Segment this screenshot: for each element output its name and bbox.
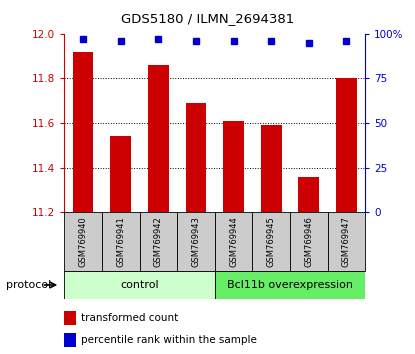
- Text: GSM769945: GSM769945: [267, 216, 276, 267]
- Text: GSM769942: GSM769942: [154, 216, 163, 267]
- Bar: [261, 125, 281, 212]
- Bar: [64, 333, 76, 347]
- Bar: [252, 212, 290, 271]
- Text: GSM769941: GSM769941: [116, 216, 125, 267]
- Text: GSM769944: GSM769944: [229, 216, 238, 267]
- Bar: [148, 65, 168, 212]
- Text: transformed count: transformed count: [81, 313, 178, 323]
- Bar: [177, 212, 215, 271]
- Bar: [73, 52, 93, 212]
- Text: percentile rank within the sample: percentile rank within the sample: [81, 335, 257, 345]
- Bar: [327, 212, 365, 271]
- Bar: [215, 271, 365, 299]
- Bar: [102, 212, 139, 271]
- Bar: [64, 271, 215, 299]
- Text: GSM769940: GSM769940: [78, 216, 88, 267]
- Bar: [186, 103, 206, 212]
- Text: Bcl11b overexpression: Bcl11b overexpression: [227, 280, 353, 290]
- Text: protocol: protocol: [6, 280, 51, 290]
- Bar: [64, 212, 102, 271]
- Bar: [290, 212, 327, 271]
- Text: GSM769947: GSM769947: [342, 216, 351, 267]
- Bar: [64, 311, 76, 325]
- Bar: [223, 121, 244, 212]
- Text: GSM769943: GSM769943: [191, 216, 200, 267]
- Bar: [139, 212, 177, 271]
- Bar: [298, 177, 319, 212]
- Bar: [110, 136, 131, 212]
- Bar: [215, 212, 252, 271]
- Text: GDS5180 / ILMN_2694381: GDS5180 / ILMN_2694381: [121, 12, 294, 25]
- Text: control: control: [120, 280, 159, 290]
- Bar: [336, 78, 357, 212]
- Text: GSM769946: GSM769946: [304, 216, 313, 267]
